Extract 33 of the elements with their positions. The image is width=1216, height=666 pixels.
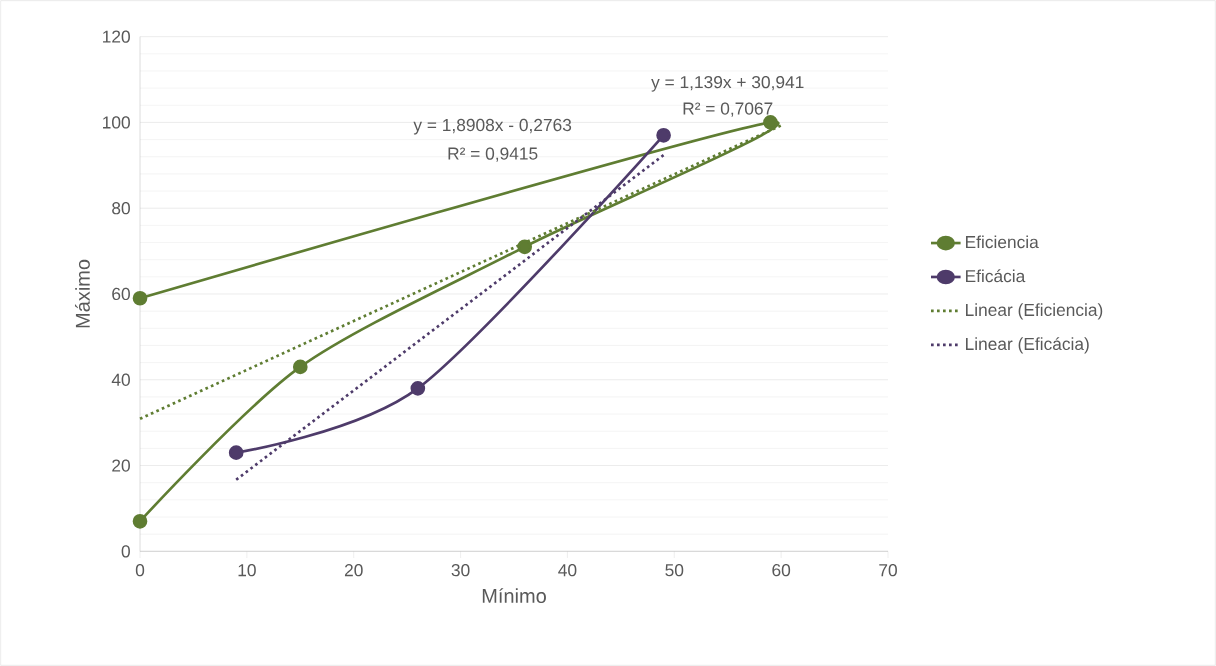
x-tick-label: 0 [135,564,145,577]
y-tick-label: 100 [103,116,130,129]
y-tick-label: 20 [112,459,130,472]
point [656,127,671,143]
legend-label: Linear (Eficácia) [966,337,1089,354]
x-tick-label: 70 [879,564,897,577]
y-tick-label: 40 [111,373,130,386]
point [132,513,148,529]
x-tick-label: 50 [665,564,684,577]
annotation: R² = 0,9415 [448,147,538,162]
x-tick-label: 10 [238,564,256,577]
annotation: y = 1,8908x - 0,2763 [413,118,572,135]
x-tick-label: 20 [344,564,363,577]
legend-label: Eficácia [966,269,1026,283]
legend-label: Linear (Eficiencia) [966,303,1103,320]
x-tick-label: 30 [451,564,470,577]
legend-label: Eficiencia [966,235,1039,249]
point [517,239,533,255]
y-tick-label: 0 [121,545,130,558]
point [410,381,426,396]
y-tick-label: 80 [112,202,130,215]
point [763,115,778,130]
annotation: y = 1,139x + 30,941 [651,75,804,92]
point [292,359,308,375]
y-tick-label: 60 [112,287,130,301]
annotation: R² = 0,7067 [683,102,773,117]
x-tick-label: 60 [772,564,791,577]
x-axis-title: Mínimo [482,588,546,604]
point [132,290,148,306]
y-axis-title: Máximo [74,259,90,328]
point [228,445,244,461]
y-tick-label: 120 [103,30,130,43]
x-tick-label: 40 [558,564,577,577]
